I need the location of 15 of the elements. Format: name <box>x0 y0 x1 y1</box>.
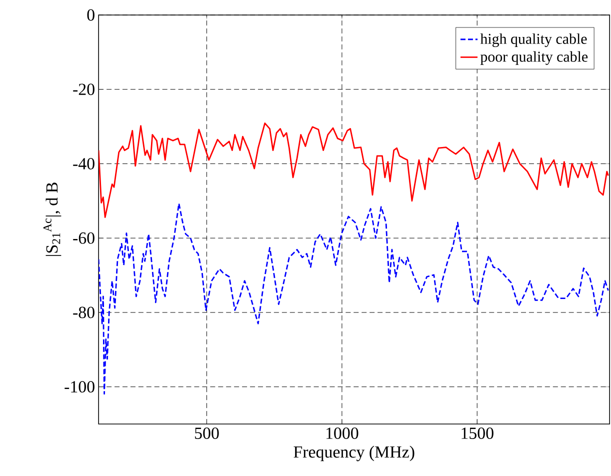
y-tick-label: -40 <box>73 158 94 170</box>
y-tick-label: -100 <box>64 381 94 393</box>
x-tick-label: 1500 <box>462 428 494 439</box>
y-axis-title: |S$_{21}$$^{Ac}$|, d B <box>43 182 62 256</box>
x-tick-label: 500 <box>195 428 219 439</box>
x-tick-label: 1000 <box>326 428 358 439</box>
y-tick-label: 0 <box>87 9 94 21</box>
legend-label: poor quality cable <box>480 51 588 65</box>
x-axis-title: Frequency (MHz) <box>294 446 414 462</box>
legend-label: high quality cable <box>480 33 587 48</box>
line-series <box>98 122 609 218</box>
y-tick-label: -20 <box>73 84 94 96</box>
line-series <box>98 202 609 395</box>
y-tick-label: -60 <box>73 232 94 244</box>
y-tick-label: -80 <box>73 306 94 318</box>
